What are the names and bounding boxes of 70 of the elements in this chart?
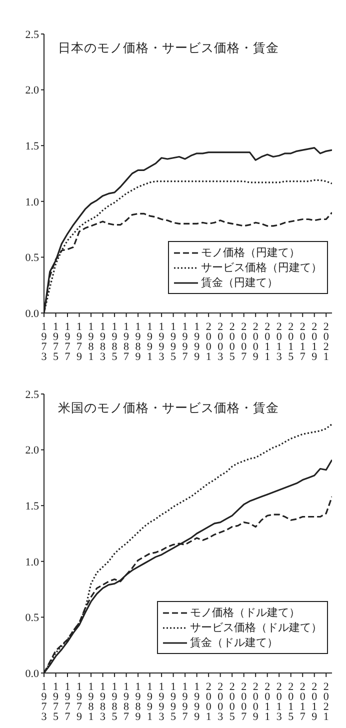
x-tick-label: 2 0 1 5 — [288, 321, 294, 363]
x-tick-label: 2 0 0 1 — [206, 321, 212, 363]
x-tick-label: 1 9 8 5 — [112, 681, 118, 723]
x-tick-label: 2 0 2 1 — [323, 321, 330, 363]
y-tick-label: 0.0 — [25, 668, 40, 680]
x-tick-label: 1 9 7 9 — [76, 681, 83, 723]
x-tick-label: 1 9 9 5 — [170, 321, 177, 363]
y-tick-label: 1.0 — [25, 196, 40, 208]
x-tick-label: 1 9 9 9 — [194, 321, 200, 363]
x-tick-label: 1 9 9 1 — [147, 681, 154, 723]
y-tick-label: 0.5 — [25, 252, 40, 264]
legend-label: モノ価格（円建て） — [201, 245, 300, 260]
x-tick-label: 2 0 0 9 — [252, 681, 259, 723]
y-tick-label: 0.5 — [25, 612, 40, 624]
y-tick-label: 2.5 — [25, 388, 40, 401]
x-tick-label: 2 0 1 9 — [312, 681, 318, 723]
x-tick-label: 1 9 8 5 — [112, 321, 118, 363]
x-tick-label: 2 0 1 7 — [300, 681, 306, 723]
x-tick-label: 1 9 7 3 — [41, 681, 48, 723]
x-tick-label: 2 0 1 1 — [264, 321, 271, 363]
x-tick-label: 1 9 9 5 — [170, 681, 177, 723]
x-tick-label: 1 9 8 9 — [135, 321, 142, 363]
x-tick-label: 1 9 9 9 — [194, 681, 200, 723]
x-tick-label: 2 0 0 5 — [229, 321, 236, 363]
x-tick-label: 2 0 0 1 — [206, 681, 212, 723]
x-tick-label: 1 9 8 3 — [100, 681, 106, 723]
legend-label: サービス価格（ドル建て） — [190, 620, 322, 635]
x-tick-label: 1 9 7 7 — [64, 321, 71, 363]
x-tick-label: 1 9 8 1 — [88, 681, 94, 723]
x-tick-label: 2 0 0 7 — [241, 681, 248, 723]
text: 日本のモノ価格・サービス価格・賃金 — [58, 40, 279, 57]
x-tick-label: 1 9 9 3 — [158, 321, 165, 363]
x-tick-label: 1 9 9 7 — [182, 681, 188, 723]
text: 米国のモノ価格・サービス価格・賃金 — [58, 400, 279, 417]
x-tick-label: 1 9 9 3 — [158, 681, 165, 723]
x-tick-label: 1 9 8 7 — [124, 681, 130, 723]
legend-label: サービス価格（円建て） — [201, 260, 322, 275]
y-tick-label: 2.0 — [25, 84, 40, 97]
y-tick-label: 1.5 — [25, 140, 40, 153]
x-tick-label: 2 0 1 7 — [300, 321, 306, 363]
x-tick-label: 1 9 7 5 — [53, 681, 60, 723]
legend-label: 賃金（円建て） — [201, 275, 278, 290]
x-tick-label: 1 9 7 3 — [41, 321, 48, 363]
y-tick-label: 1.0 — [25, 556, 40, 568]
y-tick-label: 2.5 — [25, 28, 40, 41]
x-tick-label: 1 9 8 9 — [135, 681, 142, 723]
y-tick-label: 0.0 — [25, 308, 40, 320]
legend-label: モノ価格（ドル建て） — [190, 605, 300, 620]
x-tick-label: 2 0 1 3 — [276, 321, 282, 363]
x-tick-label: 2 0 0 7 — [241, 321, 248, 363]
x-tick-label: 2 0 0 3 — [218, 321, 224, 363]
x-tick-label: 2 0 1 3 — [276, 681, 282, 723]
x-tick-label: 1 9 8 1 — [88, 321, 94, 363]
x-tick-label: 1 9 7 5 — [53, 321, 60, 363]
x-tick-label: 1 9 9 7 — [182, 321, 188, 363]
x-tick-label: 1 9 7 7 — [64, 681, 71, 723]
x-tick-label: 2 0 1 1 — [264, 681, 271, 723]
x-tick-label: 1 9 7 9 — [76, 321, 83, 363]
y-tick-label: 1.5 — [25, 500, 40, 513]
x-tick-label: 1 9 8 3 — [100, 321, 106, 363]
x-tick-label: 2 0 0 9 — [252, 321, 259, 363]
x-tick-label: 1 9 9 1 — [147, 321, 154, 363]
x-tick-label: 2 0 0 3 — [218, 681, 224, 723]
legend-label: 賃金（ドル建て） — [190, 635, 278, 650]
x-tick-label: 2 0 1 9 — [312, 321, 318, 363]
x-tick-label: 2 0 0 5 — [229, 681, 236, 723]
y-tick-label: 2.0 — [25, 444, 40, 457]
x-tick-label: 1 9 8 7 — [124, 321, 130, 363]
x-tick-label: 2 0 1 5 — [288, 681, 294, 723]
x-tick-label: 2 0 2 1 — [323, 681, 330, 723]
